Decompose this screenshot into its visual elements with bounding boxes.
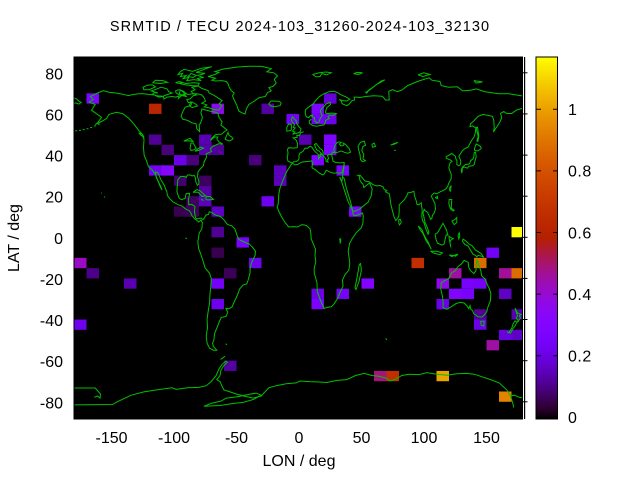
svg-text:50: 50	[353, 430, 371, 447]
svg-text:60: 60	[45, 107, 63, 124]
svg-text:-60: -60	[40, 354, 63, 371]
svg-text:0.4: 0.4	[568, 287, 592, 304]
svg-text:-20: -20	[40, 272, 63, 289]
svg-text:80: 80	[45, 66, 63, 83]
svg-text:-150: -150	[95, 430, 127, 447]
svg-text:150: 150	[473, 430, 500, 447]
svg-text:0.6: 0.6	[568, 225, 592, 242]
svg-text:100: 100	[411, 430, 438, 447]
svg-text:20: 20	[45, 190, 63, 207]
svg-text:-80: -80	[40, 395, 63, 412]
svg-text:-100: -100	[158, 430, 190, 447]
svg-text:-40: -40	[40, 313, 63, 330]
svg-text:0.2: 0.2	[568, 349, 592, 366]
svg-text:0.8: 0.8	[568, 164, 592, 181]
svg-text:0: 0	[54, 231, 63, 248]
svg-text:LON / deg: LON / deg	[263, 453, 336, 470]
svg-text:-50: -50	[225, 430, 248, 447]
svg-text:1: 1	[568, 102, 577, 119]
svg-text:0: 0	[568, 410, 577, 427]
svg-text:40: 40	[45, 149, 63, 166]
svg-text:LAT / deg: LAT / deg	[6, 204, 23, 272]
svg-text:0: 0	[295, 430, 304, 447]
svg-text:SRMTID / TECU 2024-103_31260-2: SRMTID / TECU 2024-103_31260-2024-103_32…	[110, 19, 490, 35]
